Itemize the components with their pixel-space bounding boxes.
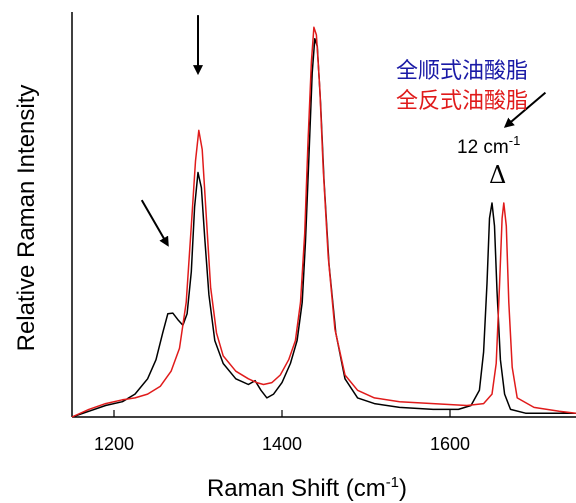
x-tick-label: 1600 [430, 434, 470, 454]
legend-entry-all-cis: 全顺式油酸脂 [396, 59, 528, 84]
x-axis-title: Raman Shift (cm-1) [207, 474, 407, 502]
annotation-arrows [140, 15, 547, 247]
shift-annotation: 12 cm-1 [457, 133, 520, 158]
series-group [71, 26, 576, 418]
y-axis-title: Relative Raman Intensity [13, 85, 40, 352]
annotation-arrow [503, 91, 547, 128]
series-line-all-cis [71, 37, 576, 418]
x-tick-label: 1200 [94, 434, 134, 454]
x-tick-label: 1400 [262, 434, 302, 454]
series-line-all-trans [71, 26, 576, 418]
shift-annotation-superscript: -1 [509, 133, 521, 148]
annotation-arrow [140, 199, 169, 247]
x-axis-title-superscript: -1 [386, 474, 399, 491]
delta-symbol: Δ [489, 161, 506, 189]
x-axis-ticks: 1200 1400 1600 [94, 410, 470, 454]
x-axis-title-suffix: ) [399, 475, 407, 502]
legend-entry-all-trans: 全反式油酸脂 [396, 89, 528, 114]
